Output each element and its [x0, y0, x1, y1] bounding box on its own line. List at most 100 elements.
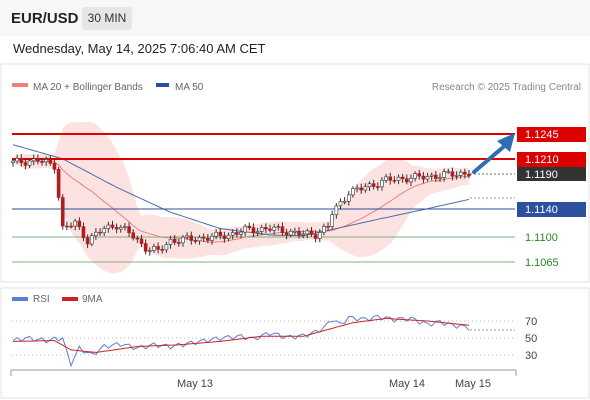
candle-body — [396, 176, 401, 181]
candle-body — [98, 231, 102, 234]
candle-body — [31, 158, 36, 162]
candle-body — [458, 171, 463, 176]
price-label-1210: 1.1210 — [525, 154, 559, 166]
candle-body — [317, 232, 322, 239]
candle-body — [185, 235, 189, 238]
candle-body — [359, 187, 364, 191]
candle-body — [19, 158, 24, 164]
candle-body — [301, 233, 305, 236]
candle-body — [309, 230, 314, 235]
candle-body — [114, 227, 119, 230]
rsi-tick-50: 50 — [525, 333, 537, 345]
candle-body — [425, 176, 430, 180]
candle-body — [268, 228, 272, 231]
candle-body — [197, 237, 202, 242]
price-label-1245: 1.1245 — [525, 129, 559, 141]
candle-body — [326, 226, 330, 228]
price-label-box-last — [517, 167, 586, 181]
candle-body — [106, 224, 111, 229]
candle-body — [52, 162, 57, 170]
candle-body — [218, 231, 223, 237]
candle-body — [152, 246, 156, 251]
candle-body — [164, 244, 169, 251]
candle-body — [243, 225, 247, 233]
candle-body — [363, 186, 368, 191]
candles-group — [11, 154, 471, 256]
candle-body — [181, 236, 185, 244]
candle-body — [135, 237, 140, 240]
candle-body — [94, 231, 98, 236]
candle-body — [342, 200, 347, 203]
rsi-tick-30: 30 — [525, 350, 537, 362]
candle-body — [172, 238, 177, 243]
x-label-may14: May 14 — [389, 378, 425, 390]
credit-text: Research © 2025 Trading Central — [432, 82, 581, 93]
ma20-swatch — [12, 83, 28, 87]
candle-body — [123, 226, 127, 228]
candle-body — [81, 226, 86, 239]
candle-body — [160, 249, 165, 251]
candle-body — [56, 169, 61, 198]
candle-body — [139, 238, 144, 244]
candle-body — [259, 227, 264, 232]
candle-body — [442, 171, 446, 178]
candle-body — [313, 234, 318, 239]
rsi-line — [12, 314, 470, 368]
candle-body — [235, 232, 239, 235]
candle-body — [288, 230, 293, 236]
forecast-arrow-icon — [497, 133, 515, 152]
candle-body — [27, 160, 32, 166]
timeframe-badge[interactable]: 30 MIN — [82, 7, 132, 30]
candle-body — [388, 176, 393, 181]
candle-body — [255, 230, 260, 233]
rsi-panel — [0, 287, 590, 399]
candle-body — [251, 227, 256, 233]
rsi-tick-70: 70 — [525, 316, 537, 328]
candle-body — [384, 176, 388, 181]
candle-body — [454, 175, 459, 177]
x-label-may15: May 15 — [455, 378, 491, 390]
candle-body — [40, 161, 44, 163]
candle-body — [214, 231, 218, 237]
candle-body — [330, 214, 335, 227]
candle-body — [297, 230, 301, 236]
candle-body — [367, 183, 372, 188]
rsi-legend: RSI — [33, 294, 50, 305]
candle-body — [201, 237, 206, 239]
candle-body — [434, 174, 438, 179]
candle-body — [73, 220, 77, 227]
candle-body — [380, 179, 384, 188]
candle-body — [405, 178, 409, 183]
candle-body — [371, 183, 376, 187]
candle-body — [222, 235, 227, 239]
candle-body — [177, 242, 181, 244]
candle-body — [429, 174, 434, 177]
candle-body — [450, 171, 455, 177]
candle-body — [85, 237, 90, 245]
price-label-last: 1.1190 — [525, 169, 558, 181]
instrument-title: EUR/USD — [11, 10, 79, 27]
candle-body — [247, 225, 252, 228]
candle-body — [189, 235, 194, 241]
candle-body — [417, 173, 422, 177]
rsi-ma-legend: 9MA — [82, 294, 103, 305]
candle-body — [118, 226, 123, 230]
candle-body — [89, 235, 94, 245]
candle-body — [148, 250, 152, 252]
candle-body — [69, 225, 73, 228]
datetime-label: Wednesday, May 14, 2025 7:06:40 AM CET — [13, 41, 266, 56]
candle-body — [305, 230, 310, 235]
candle-body — [168, 238, 173, 245]
candle-body — [346, 194, 351, 202]
header-bar: EUR/USD 30 MIN — [0, 0, 590, 36]
candle-body — [338, 201, 343, 207]
price-label-box-1210 — [517, 152, 586, 167]
candle-body — [23, 162, 28, 166]
candle-body — [60, 197, 65, 227]
candle-body — [230, 232, 235, 236]
candle-body — [280, 226, 285, 234]
ma50-swatch — [156, 83, 169, 87]
candle-body — [392, 180, 397, 182]
ma20-legend: MA 20 + Bollinger Bands — [33, 82, 143, 93]
